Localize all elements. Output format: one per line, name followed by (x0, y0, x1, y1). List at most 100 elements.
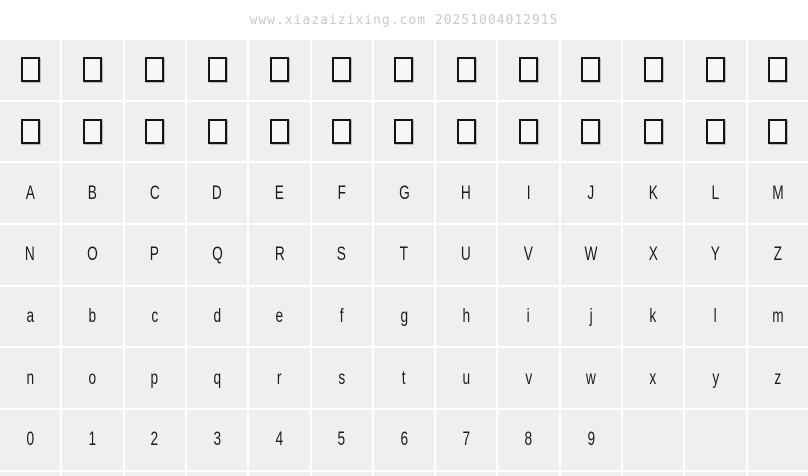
glyph-char: z (774, 367, 782, 389)
glyph-cell: K (623, 163, 684, 224)
glyph-char: P (150, 244, 160, 266)
glyph-cell (62, 471, 123, 476)
glyph-cell (0, 471, 61, 476)
glyph-cell: m (747, 286, 808, 347)
glyph-cell (311, 471, 372, 476)
glyph-cell: s (311, 348, 372, 409)
glyph-cell: 5 (311, 410, 372, 470)
glyph-char: l (713, 306, 718, 328)
glyph-cell (685, 101, 746, 162)
glyph-cell (560, 101, 622, 162)
glyph-cell: T (373, 225, 435, 285)
glyph-cell: k (623, 286, 684, 347)
glyph-char: 7 (462, 429, 471, 451)
glyph-cell: W (560, 225, 622, 285)
glyph-cell (373, 101, 435, 162)
notdef-glyph-icon (332, 57, 352, 83)
glyph-char: I (526, 182, 531, 204)
glyph-cell: r (249, 348, 310, 409)
glyph-char: H (461, 182, 472, 204)
glyph-char: K (648, 182, 658, 204)
glyph-cell (249, 101, 310, 162)
glyph-cell: a (0, 286, 61, 347)
glyph-cell: H (436, 163, 497, 224)
glyph-char: f (339, 306, 344, 328)
glyph-char: 5 (337, 429, 346, 451)
glyph-char: m (772, 306, 784, 328)
glyph-cell: V (498, 225, 559, 285)
glyph-char: o (88, 367, 97, 389)
glyph-cell (685, 471, 746, 476)
glyph-char: s (338, 367, 346, 389)
glyph-cell: e (249, 286, 310, 347)
glyph-char: B (87, 182, 98, 204)
notdef-glyph-icon (519, 57, 539, 83)
glyph-cell (62, 101, 123, 162)
notdef-glyph-icon (394, 57, 414, 83)
glyph-char: a (26, 306, 34, 328)
glyph-cell: n (0, 348, 61, 409)
notdef-glyph-icon (768, 57, 788, 83)
glyph-cell: A (0, 163, 61, 224)
glyph-cell: X (623, 225, 684, 285)
glyph-char: k (649, 306, 657, 328)
glyph-char: V (524, 244, 534, 266)
glyph-cell (747, 40, 808, 100)
glyph-cell: q (186, 348, 248, 409)
glyph-cell: Z (747, 225, 808, 285)
glyph-char: E (274, 182, 284, 204)
glyph-char: 4 (275, 429, 284, 451)
glyph-char: 9 (587, 429, 595, 451)
glyph-char: 1 (88, 429, 97, 451)
glyph-cell (311, 40, 372, 100)
glyph-char: 3 (213, 429, 221, 451)
glyph-cell (623, 471, 684, 476)
glyph-cell (249, 471, 310, 476)
glyph-cell (623, 410, 684, 470)
glyph-cell: 8 (498, 410, 559, 470)
glyph-cell: z (747, 348, 808, 409)
glyph-cell: P (124, 225, 185, 285)
glyph-char: w (585, 367, 596, 389)
glyph-cell: u (436, 348, 497, 409)
glyph-cell: F (311, 163, 372, 224)
glyph-cell (436, 40, 497, 100)
glyph-cell: h (436, 286, 497, 347)
glyph-char: D (212, 182, 223, 204)
notdef-glyph-icon (581, 119, 601, 145)
glyph-char: 6 (400, 429, 408, 451)
glyph-cell: l (685, 286, 746, 347)
notdef-glyph-icon (145, 119, 165, 145)
glyph-cell: c (124, 286, 185, 347)
glyph-char: T (399, 244, 409, 266)
glyph-cell (560, 471, 622, 476)
glyph-char: Y (710, 244, 721, 266)
glyph-char: Q (211, 244, 223, 266)
glyph-cell: E (249, 163, 310, 224)
glyph-cell (436, 471, 497, 476)
glyph-cell (560, 40, 622, 100)
glyph-cell: 9 (560, 410, 622, 470)
glyph-char: S (337, 244, 347, 266)
glyph-cell: 3 (186, 410, 248, 470)
glyph-cell (0, 40, 61, 100)
glyph-cell (685, 410, 746, 470)
notdef-glyph-icon (643, 119, 663, 145)
notdef-glyph-icon (269, 57, 289, 83)
glyph-cell (373, 40, 435, 100)
glyph-cell: R (249, 225, 310, 285)
glyph-cell: 7 (436, 410, 497, 470)
glyph-cell: g (373, 286, 435, 347)
glyph-cell: i (498, 286, 559, 347)
notdef-glyph-icon (20, 57, 40, 83)
notdef-glyph-icon (643, 57, 663, 83)
glyph-cell: Y (685, 225, 746, 285)
notdef-glyph-icon (706, 119, 726, 145)
notdef-glyph-icon (207, 119, 227, 145)
glyph-cell (186, 471, 248, 476)
glyph-cell: O (62, 225, 123, 285)
notdef-glyph-icon (332, 119, 352, 145)
glyph-cell (0, 101, 61, 162)
glyph-cell: U (436, 225, 497, 285)
